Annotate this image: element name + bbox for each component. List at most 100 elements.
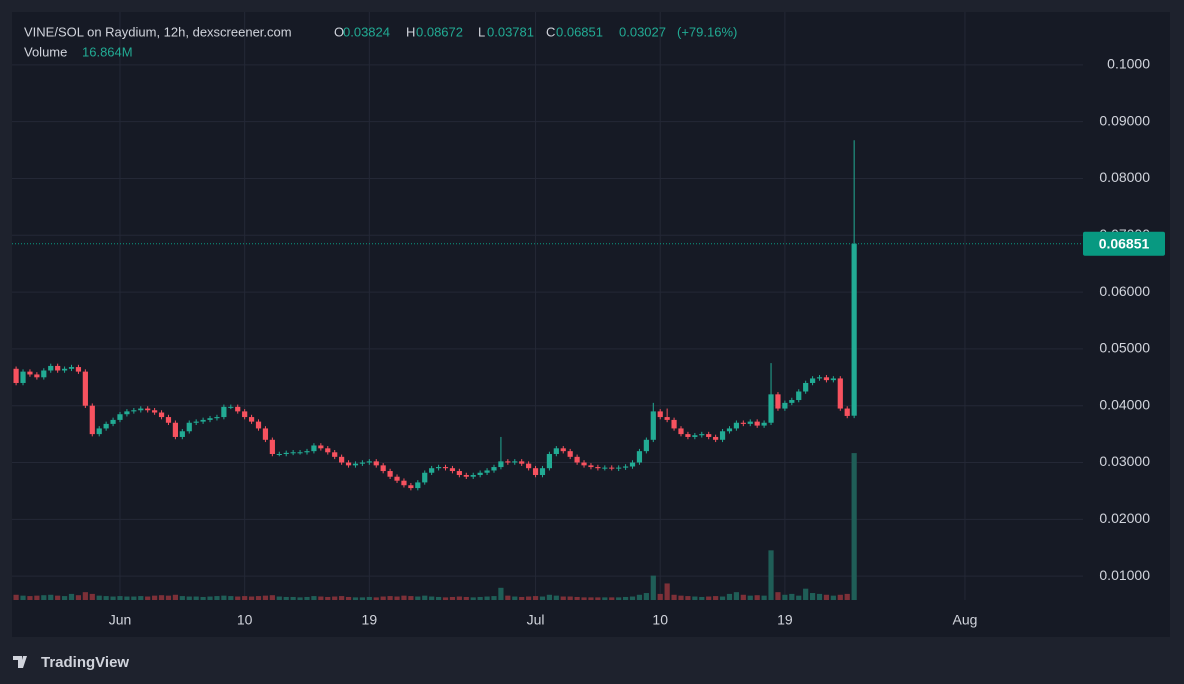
- candle-body: [366, 461, 372, 463]
- candle-body: [692, 435, 698, 437]
- volume-bar: [152, 595, 158, 600]
- change-percent: (+79.16%): [677, 24, 737, 39]
- volume-bar: [789, 593, 795, 600]
- candle-body: [768, 394, 774, 423]
- volume-bar: [629, 596, 636, 600]
- candle-body: [110, 419, 116, 424]
- volume-bar: [532, 596, 539, 600]
- volume-bar: [325, 596, 331, 600]
- volume-bar: [124, 596, 130, 600]
- last-price-tag: [1083, 231, 1165, 256]
- candle-body: [505, 461, 511, 463]
- candle-body: [380, 465, 386, 472]
- y-tick-label: 0.03000: [1099, 453, 1150, 469]
- y-tick-label: 0.08000: [1099, 169, 1150, 185]
- candle-body: [124, 411, 130, 415]
- volume-bar: [401, 595, 407, 600]
- candle-body: [830, 378, 836, 381]
- volume-bar: [290, 596, 296, 600]
- volume-bar: [733, 592, 740, 600]
- volume-bar: [595, 597, 601, 600]
- volume-bar: [304, 596, 310, 600]
- candle-body: [165, 417, 172, 423]
- y-tick-label: 0.1000: [1107, 56, 1150, 72]
- volume-bar: [484, 596, 490, 600]
- candle-body: [262, 428, 269, 440]
- candle-body: [664, 417, 670, 420]
- volume-bar: [650, 575, 656, 600]
- candle-body: [512, 461, 518, 463]
- candle-body: [816, 377, 823, 379]
- volume-bar: [110, 596, 116, 600]
- candle-body: [103, 423, 109, 429]
- volume-bar: [588, 597, 594, 600]
- candle-body: [713, 436, 719, 440]
- volume-bar: [380, 596, 386, 600]
- volume-bar: [747, 595, 753, 600]
- volume-bar: [103, 596, 109, 600]
- candle-body: [387, 471, 393, 477]
- candle-body: [255, 421, 262, 429]
- volume-bar: [429, 596, 435, 600]
- volume-bar: [581, 597, 587, 600]
- candle-body: [242, 411, 248, 418]
- volume-bar: [713, 596, 719, 600]
- candle-body: [616, 467, 622, 469]
- volume-bar: [761, 595, 767, 600]
- y-tick-label: 0.05000: [1099, 340, 1150, 356]
- ohlc-value: 0.08672: [416, 24, 463, 39]
- candle-body: [41, 370, 47, 378]
- volume-bar: [13, 594, 19, 600]
- volume-bar: [553, 595, 559, 600]
- volume-bar: [165, 595, 172, 600]
- volume-bar: [248, 596, 255, 600]
- volume-bar: [470, 597, 476, 600]
- candle-body: [359, 462, 365, 464]
- ohlc-label: O: [334, 24, 344, 39]
- volume-bar: [643, 593, 649, 600]
- candle-body: [796, 391, 802, 401]
- volume-bar: [387, 596, 393, 600]
- candle-body: [214, 417, 220, 419]
- candle-body: [574, 456, 580, 463]
- candle-body: [685, 434, 691, 437]
- y-tick-label: 0.01000: [1099, 567, 1150, 583]
- ohlc-value: 0.03824: [343, 24, 390, 39]
- volume-bar: [345, 596, 352, 600]
- volume-bar: [809, 593, 816, 600]
- candle-body: [68, 367, 75, 369]
- candle-body: [235, 406, 241, 412]
- volume-bar: [415, 596, 421, 600]
- marks: [12, 140, 1083, 600]
- grid: [12, 12, 1083, 600]
- x-tick-label: 10: [652, 612, 668, 628]
- candle-body: [352, 463, 359, 466]
- candle-body: [20, 371, 26, 383]
- volume-bar: [823, 594, 830, 600]
- volume-bar: [131, 596, 137, 600]
- volume-bar: [726, 593, 733, 600]
- candle-body: [532, 468, 539, 476]
- volume-bar: [526, 596, 532, 600]
- candle-body: [325, 448, 331, 453]
- volume-bar: [339, 596, 345, 600]
- volume-bar: [48, 594, 54, 600]
- candle-body: [484, 470, 490, 473]
- candle-body: [283, 452, 289, 454]
- volume-bar: [394, 596, 400, 600]
- volume-bar: [782, 594, 788, 600]
- x-tick-label: Aug: [953, 612, 978, 628]
- volume-bar: [61, 596, 68, 600]
- volume-bar: [692, 596, 698, 600]
- candle-body: [733, 422, 740, 429]
- volume-bar: [602, 597, 608, 600]
- volume-bar: [200, 596, 206, 600]
- volume-bar: [685, 596, 691, 600]
- volume-bar: [179, 596, 185, 600]
- candle-body: [526, 463, 532, 469]
- candle-body: [89, 405, 95, 435]
- volume-bar: [560, 596, 566, 600]
- candle-body: [269, 439, 275, 454]
- volume-bar: [775, 592, 781, 600]
- brand: TradingView: [41, 654, 129, 671]
